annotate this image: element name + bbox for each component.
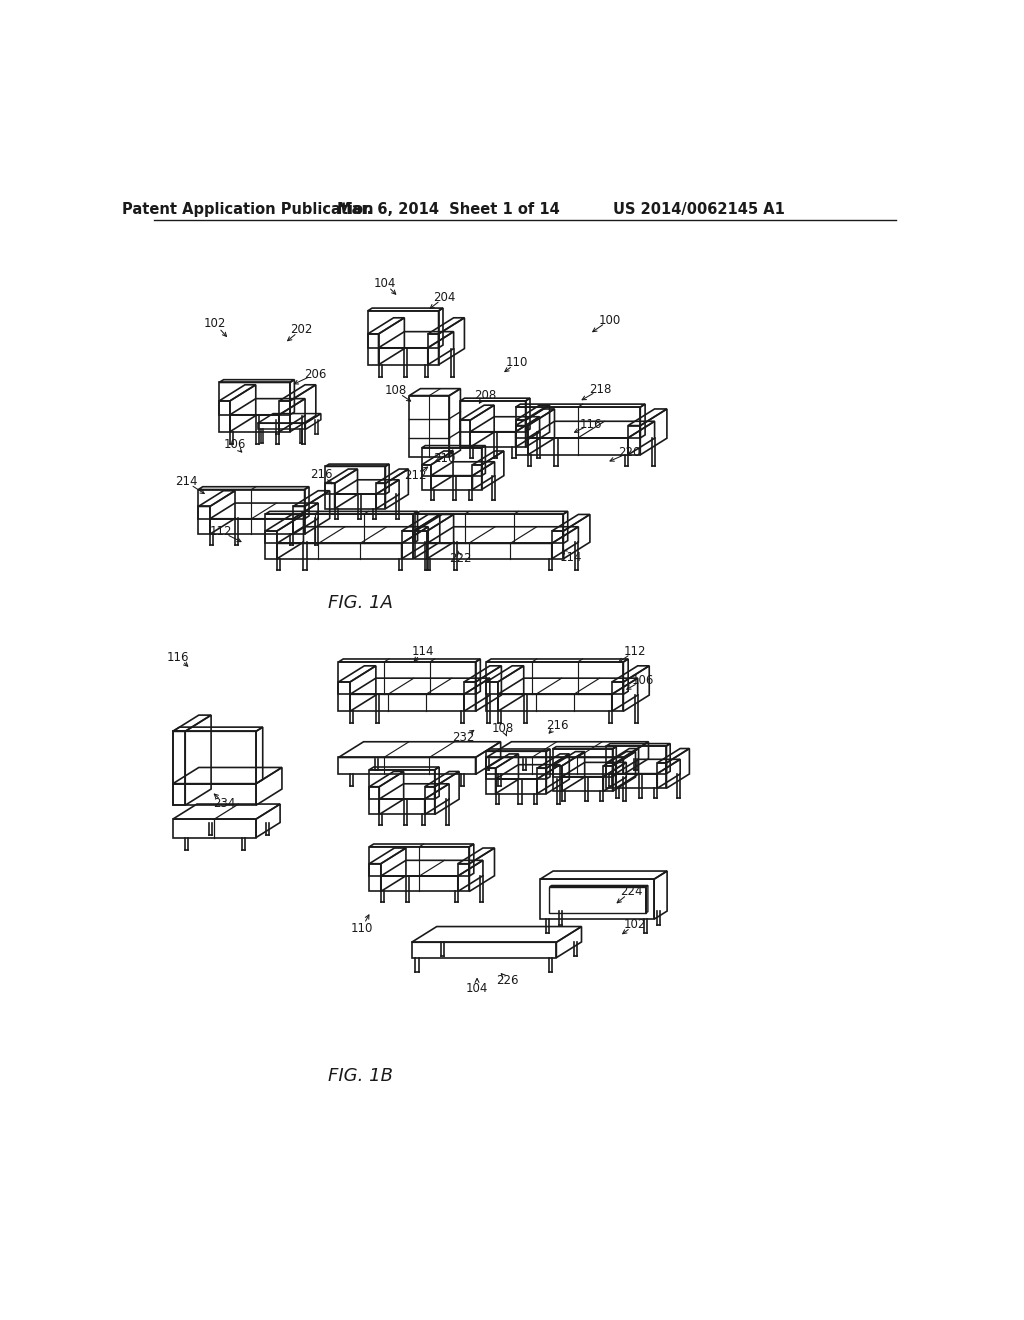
- Text: 110: 110: [350, 921, 373, 935]
- Text: 116: 116: [580, 417, 602, 430]
- Text: 102: 102: [624, 917, 646, 931]
- Text: 234: 234: [213, 797, 236, 810]
- Text: 232: 232: [452, 731, 474, 744]
- Text: Mar. 6, 2014  Sheet 1 of 14: Mar. 6, 2014 Sheet 1 of 14: [337, 202, 560, 218]
- Text: 110: 110: [506, 356, 528, 370]
- Text: 222: 222: [449, 552, 471, 565]
- Text: 108: 108: [384, 384, 407, 397]
- Text: 218: 218: [589, 383, 611, 396]
- Text: 220: 220: [618, 446, 641, 459]
- Text: 226: 226: [497, 974, 519, 987]
- Text: 202: 202: [291, 323, 312, 335]
- Text: 106: 106: [223, 438, 246, 451]
- Text: 204: 204: [433, 290, 456, 304]
- Text: 106: 106: [632, 675, 653, 686]
- Text: FIG. 1B: FIG. 1B: [328, 1068, 392, 1085]
- Text: 210: 210: [433, 453, 456, 465]
- Text: 104: 104: [374, 277, 396, 289]
- Text: 212: 212: [404, 469, 427, 482]
- Text: 214: 214: [175, 475, 198, 488]
- Text: US 2014/0062145 A1: US 2014/0062145 A1: [613, 202, 784, 218]
- Text: 114: 114: [560, 550, 583, 564]
- Text: 116: 116: [167, 651, 189, 664]
- Text: FIG. 1A: FIG. 1A: [328, 594, 392, 612]
- Text: 108: 108: [493, 722, 514, 735]
- Text: 216: 216: [310, 467, 333, 480]
- Text: 112: 112: [210, 525, 232, 539]
- Text: 216: 216: [546, 718, 568, 731]
- Text: 104: 104: [466, 982, 488, 995]
- Text: 112: 112: [624, 644, 646, 657]
- Text: 208: 208: [474, 389, 496, 403]
- Text: 206: 206: [304, 367, 327, 380]
- Text: 100: 100: [598, 314, 621, 326]
- Text: 102: 102: [204, 317, 226, 330]
- Text: 224: 224: [620, 884, 642, 898]
- Text: 114: 114: [412, 644, 434, 657]
- Text: Patent Application Publication: Patent Application Publication: [122, 202, 374, 218]
